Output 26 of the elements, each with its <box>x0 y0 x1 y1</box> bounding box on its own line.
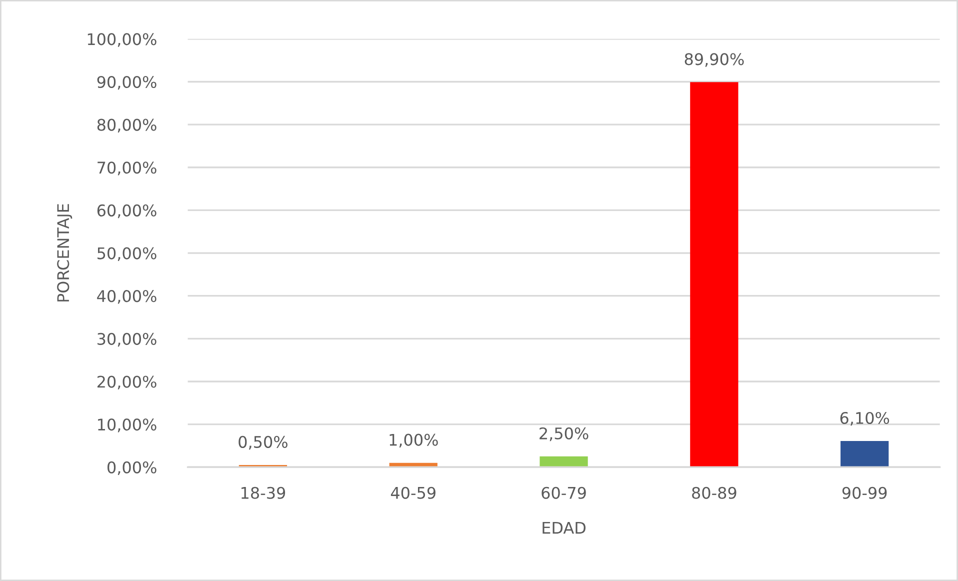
y-tick-label: 40,00% <box>97 290 156 304</box>
data-label: 0,50% <box>238 436 288 450</box>
y-tick-label: 30,00% <box>98 332 156 347</box>
data-label: 6,10% <box>840 412 890 426</box>
y-tick-label: 50,00% <box>98 247 156 261</box>
y-tick-label: 100,00% <box>88 33 156 47</box>
x-tick-label: 18-39 <box>242 486 286 499</box>
y-tick-label: 0,00% <box>108 461 156 476</box>
x-tick-label: 90-99 <box>842 486 887 499</box>
data-label: 1,00% <box>390 434 438 448</box>
x-tick-label: 80-89 <box>692 486 736 499</box>
data-label: 89,90% <box>684 53 744 67</box>
x-axis-title: EDAD <box>542 522 586 534</box>
y-tick-label: 10,00% <box>98 418 156 432</box>
y-tick-label: 90,00% <box>97 76 156 90</box>
y-tick-label: 80,00% <box>97 118 156 132</box>
bar <box>540 456 588 468</box>
y-tick-label: 70,00% <box>98 162 156 176</box>
bar <box>690 82 738 468</box>
x-tick-label: 40-59 <box>390 486 436 499</box>
bar <box>840 441 889 468</box>
y-tick-label: 20,00% <box>97 376 156 390</box>
y-tick-label: 60,00% <box>97 204 156 218</box>
y-axis-title: PORCENTAJE <box>57 204 72 302</box>
x-tick-label: 60-79 <box>542 486 586 499</box>
data-label: 2,50% <box>540 427 588 442</box>
